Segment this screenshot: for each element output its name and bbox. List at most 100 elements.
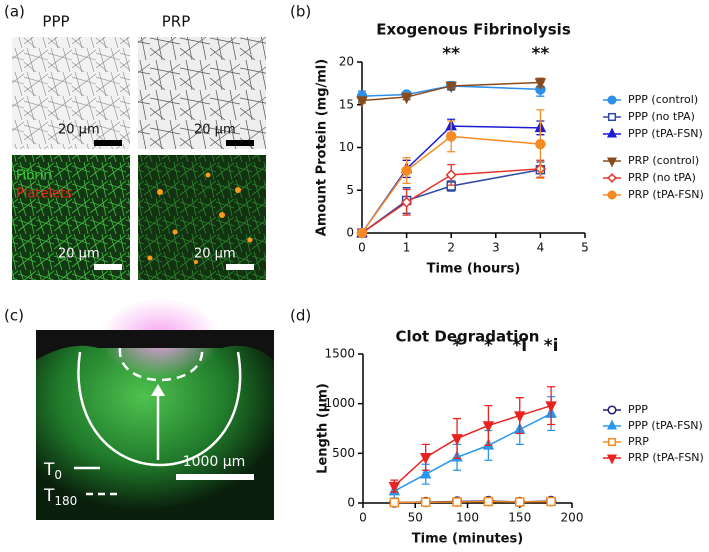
panel-label: (b) (290, 3, 311, 21)
panel-label: (c) (4, 307, 24, 325)
marker (515, 497, 525, 507)
y-tick-label: 15 (339, 97, 354, 111)
series-line (393, 412, 552, 492)
symbol: T (43, 486, 55, 506)
legend-label: PRP (628, 435, 649, 448)
y-tick-label: 10 (339, 140, 354, 154)
significance: ** (532, 44, 550, 64)
y-tick-label: 0 (346, 226, 354, 240)
significance: * (453, 336, 462, 356)
x-tick-label: 100 (456, 511, 479, 525)
legend-marker (607, 190, 617, 200)
legend-marker (607, 437, 617, 447)
marker (514, 411, 526, 423)
y-axis-label: Amount Protein (mg/ml) (315, 59, 330, 236)
marker (400, 92, 413, 105)
marker (356, 96, 368, 108)
marker (445, 169, 457, 181)
x-axis-label: Time (hours) (427, 262, 521, 277)
legend-marker (607, 95, 617, 105)
y-tick-label: 500 (332, 446, 355, 460)
y-tick-label: 1500 (324, 347, 355, 361)
image-title: PRP (162, 13, 191, 31)
marker (388, 481, 401, 494)
legend-marker (607, 173, 617, 183)
series-line (394, 500, 552, 504)
x-tick-label: 2 (447, 241, 455, 255)
legend-marker (607, 112, 617, 122)
series-line (393, 404, 552, 487)
legend-label: PRP (tPA-FSN) (628, 188, 704, 201)
stain-label: Platelets (16, 187, 72, 202)
chart-title: Exogenous Fibrinolysis (376, 21, 571, 39)
x-tick-label: 4 (537, 241, 545, 255)
marker (546, 496, 556, 507)
x-tick-label: 0 (358, 241, 366, 255)
scale-label: 20 µm (58, 247, 100, 262)
y-tick-label: 0 (347, 496, 355, 510)
outline-t0 (77, 351, 242, 467)
marker (483, 496, 494, 507)
legend-label: PPP (no tPA) (628, 110, 695, 123)
scale-label: 1000 µm (183, 454, 246, 470)
marker (534, 78, 547, 90)
series-line (361, 85, 541, 97)
series-line (361, 81, 541, 102)
marker (401, 196, 413, 208)
panel-label: (a) (4, 3, 25, 21)
image-title: PPP (42, 13, 69, 31)
outline-t180 (118, 347, 204, 382)
legend-marker (606, 419, 618, 430)
marker (356, 227, 368, 239)
legend-label: PPP (tPA-FSN) (628, 127, 703, 140)
legend-marker (606, 157, 618, 168)
arrowhead (151, 384, 165, 396)
scale-bar (176, 474, 254, 480)
significance: * (484, 336, 493, 356)
significance: ** (442, 44, 460, 64)
micrograph (12, 155, 130, 280)
scale-bar (94, 140, 122, 146)
legend-label: PRP (control) (628, 154, 699, 167)
panel-label: (d) (290, 307, 311, 325)
legend-label: PRP (tPA-FSN) (628, 451, 704, 464)
series-line (361, 135, 541, 234)
marker (482, 421, 495, 433)
legend-label: PPP (628, 403, 648, 416)
legend-label: PPP (control) (628, 93, 698, 106)
scale-bar (226, 264, 254, 270)
subscript: 180 (54, 494, 77, 508)
legend-label: PRP (no tPA) (628, 171, 696, 184)
symbol: T (43, 460, 55, 480)
y-axis-label: Length (µm) (316, 383, 331, 474)
x-tick-label: 1 (403, 241, 411, 255)
micrograph-texture (138, 155, 266, 280)
subscript: 0 (54, 468, 62, 482)
scale-bar (226, 140, 254, 146)
scale-bar (94, 264, 122, 270)
legend-t0: T0 (43, 460, 62, 482)
series-line (361, 168, 541, 234)
x-tick-label: 0 (359, 511, 367, 525)
legend-marker (606, 454, 618, 465)
stain-label: Fibrin (16, 169, 52, 184)
marker (419, 453, 432, 465)
significance: *i (512, 336, 527, 356)
x-tick-label: 50 (408, 511, 423, 525)
micrograph-texture (12, 37, 130, 149)
marker (419, 467, 432, 479)
y-tick-label: 5 (346, 183, 354, 197)
scale-label: 20 µm (194, 123, 236, 138)
marker (401, 165, 412, 176)
marker (445, 81, 457, 94)
y-tick-label: 1000 (324, 396, 355, 410)
legend-marker (607, 405, 617, 415)
x-axis-label: Time (minutes) (412, 532, 523, 547)
legend-t180: T180 (43, 486, 77, 508)
marker (420, 497, 431, 507)
marker (445, 131, 457, 142)
marker (452, 497, 462, 507)
platelets (147, 172, 253, 264)
x-tick-label: 150 (508, 511, 531, 525)
